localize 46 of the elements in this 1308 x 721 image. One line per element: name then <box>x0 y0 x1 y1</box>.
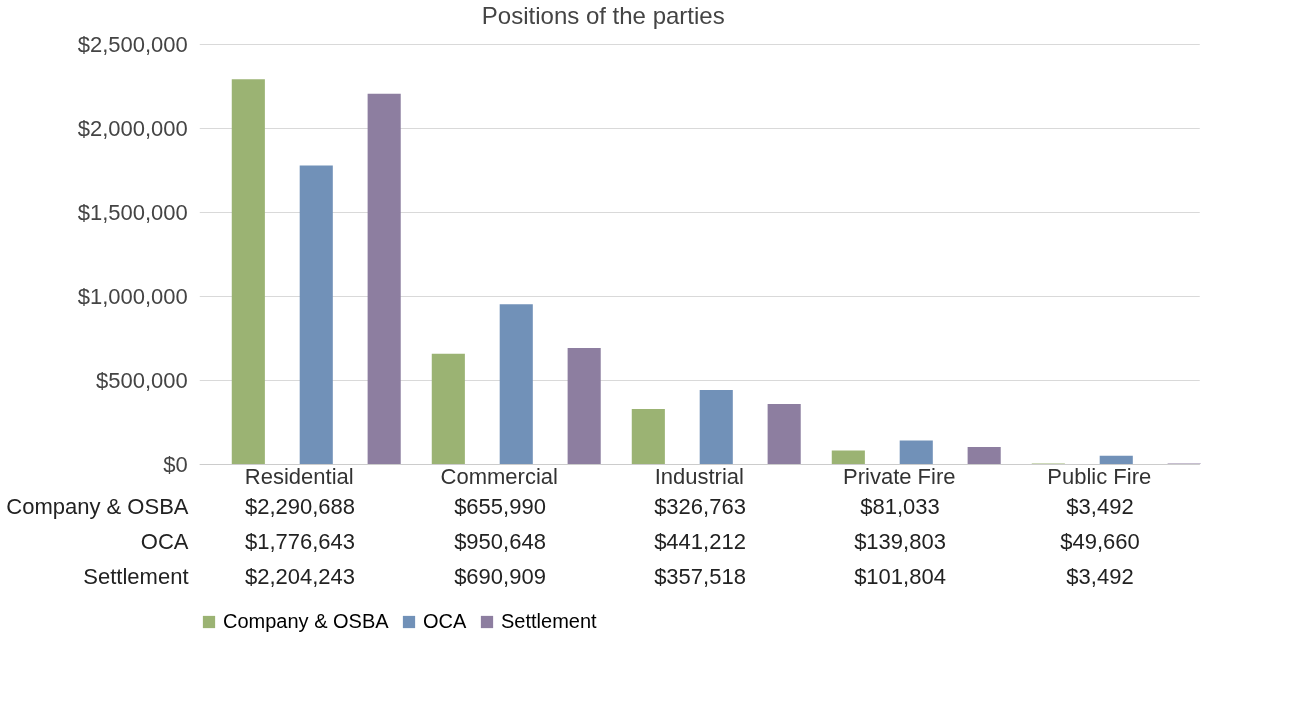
text: Company & OSBA <box>6 494 189 519</box>
data-label: $101,804 <box>854 563 946 589</box>
data-label: $49,660 <box>1060 528 1140 554</box>
x-tick-label: Commercial <box>440 463 558 489</box>
chart-title: Positions of the parties <box>481 2 725 29</box>
data-label: $357,518 <box>654 563 746 589</box>
x-tick-label: Industrial <box>654 463 744 489</box>
bar <box>631 409 665 464</box>
x-tick-label: Residential <box>244 463 354 489</box>
bar <box>567 347 601 464</box>
bar <box>431 353 465 464</box>
text: OCA <box>140 529 189 554</box>
bar <box>831 450 865 464</box>
legend-label: OCA <box>423 610 467 632</box>
data-label: $950,648 <box>454 528 546 554</box>
text: Settlement <box>83 564 189 589</box>
data-label: $2,290,688 <box>244 493 356 519</box>
data-label: $690,909 <box>454 563 546 589</box>
bar <box>1099 455 1133 464</box>
y-tick-label: $2,000,000 <box>77 115 188 141</box>
bar <box>767 403 801 464</box>
data-label: $655,990 <box>454 493 546 519</box>
x-tick-label: Private Fire <box>843 463 956 489</box>
y-tick-label: $1,500,000 <box>77 199 188 225</box>
y-tick-label: $2,500,000 <box>77 31 188 57</box>
bar <box>299 165 333 464</box>
bar <box>967 446 1001 464</box>
data-label: $81,033 <box>860 493 940 519</box>
y-tick-label: $500,000 <box>96 367 188 393</box>
bar <box>899 440 933 464</box>
legend-label: Company & OSBA <box>223 610 390 632</box>
data-label: $3,492 <box>1066 493 1134 519</box>
y-tick-label: $0 <box>163 451 188 477</box>
data-label: $2,204,243 <box>244 563 356 589</box>
x-tick-label: Public Fire <box>1047 463 1152 489</box>
data-label: $441,212 <box>654 528 746 554</box>
bar <box>367 93 401 464</box>
bar <box>499 304 533 464</box>
legend-label: Settlement <box>501 610 598 632</box>
data-label: $3,492 <box>1066 563 1134 589</box>
bar <box>699 389 733 464</box>
data-label: $326,763 <box>654 493 746 519</box>
bar <box>231 79 265 464</box>
data-label: $139,803 <box>854 528 946 554</box>
data-label: $1,776,643 <box>244 528 356 554</box>
y-tick-label: $1,000,000 <box>77 283 188 309</box>
